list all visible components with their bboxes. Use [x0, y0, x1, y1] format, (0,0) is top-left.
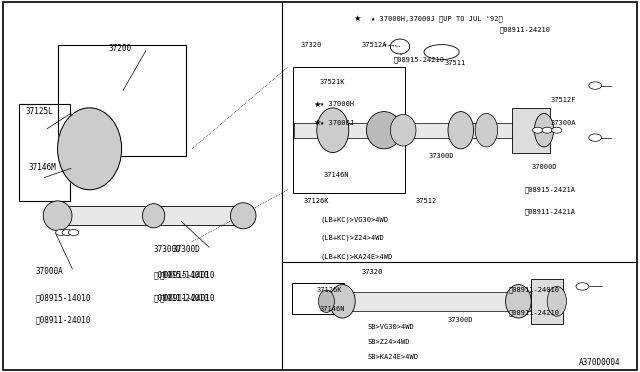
Text: A370D0004: A370D0004 [579, 358, 621, 367]
Text: 37300D: 37300D [173, 245, 200, 254]
Text: ★: ★ [353, 14, 361, 23]
Ellipse shape [330, 285, 355, 318]
Text: ⓝ08911-24210: ⓝ08911-24210 [509, 309, 560, 316]
Text: 37200: 37200 [109, 44, 132, 53]
Bar [58, 206, 250, 225]
Bar [19, 104, 70, 201]
Bar [512, 108, 550, 153]
Text: 37146M: 37146M [29, 163, 56, 172]
Text: 37146N: 37146N [323, 172, 349, 178]
Text: SB>KA24E>4WD: SB>KA24E>4WD [368, 354, 419, 360]
Text: ⓝ08911-24010: ⓝ08911-24010 [160, 293, 216, 302]
Bar [293, 67, 405, 193]
Text: 37126K: 37126K [304, 198, 330, 204]
Text: 37000A: 37000A [35, 267, 63, 276]
Text: ⓝ08911-24210: ⓝ08911-24210 [499, 26, 550, 33]
Text: (LB+KC)>Z24>4WD: (LB+KC)>Z24>4WD [320, 235, 384, 241]
Circle shape [532, 127, 543, 133]
Text: 37512A: 37512A [362, 42, 387, 48]
Ellipse shape [230, 203, 256, 229]
Text: 37512: 37512 [416, 198, 437, 204]
Circle shape [589, 134, 602, 141]
Text: ⓜ08915-24210: ⓜ08915-24210 [394, 56, 445, 63]
Ellipse shape [143, 204, 165, 228]
Text: ⓜ08911-24010: ⓜ08911-24010 [509, 287, 560, 294]
Ellipse shape [534, 113, 554, 147]
Text: ⓜ08915-2421A: ⓜ08915-2421A [525, 186, 576, 193]
Ellipse shape [475, 113, 498, 147]
Text: 37300D: 37300D [429, 153, 454, 159]
Text: 37300A: 37300A [550, 120, 576, 126]
Text: 37320: 37320 [301, 42, 322, 48]
Text: ⓝ08911-24010: ⓝ08911-24010 [35, 315, 91, 324]
Ellipse shape [58, 108, 122, 190]
Text: ⓝ08911-2421A: ⓝ08911-2421A [525, 209, 576, 215]
Text: ⓝ08911-24010: ⓝ08911-24010 [154, 293, 209, 302]
Circle shape [589, 82, 602, 89]
Text: ★: ★ [314, 118, 321, 127]
Text: 37000D: 37000D [531, 164, 557, 170]
Bar [292, 283, 344, 314]
Text: ⓜ08915-14010: ⓜ08915-14010 [160, 271, 216, 280]
Ellipse shape [319, 290, 334, 312]
Text: (LB+KC)>KA24E>4WD: (LB+KC)>KA24E>4WD [320, 253, 392, 260]
Bar [58, 45, 186, 156]
Circle shape [576, 283, 589, 290]
Circle shape [542, 127, 552, 133]
Text: ★: ★ [314, 100, 321, 109]
Ellipse shape [390, 115, 416, 146]
Ellipse shape [366, 112, 402, 149]
Text: ★ 37000J: ★ 37000J [320, 120, 354, 126]
Ellipse shape [547, 286, 566, 316]
Text: ★ 37000H,37000J 〈UP TO JUL '92〉: ★ 37000H,37000J 〈UP TO JUL '92〉 [371, 15, 503, 22]
Text: 37146N: 37146N [320, 306, 346, 312]
Ellipse shape [448, 112, 474, 149]
Text: 37300D: 37300D [448, 317, 474, 323]
Bar [294, 123, 550, 138]
Circle shape [552, 127, 562, 133]
Text: 37126K: 37126K [317, 287, 342, 293]
Text: 37125L: 37125L [26, 107, 53, 116]
Circle shape [56, 230, 66, 235]
Text: ⓜ08915-14010: ⓜ08915-14010 [154, 271, 209, 280]
Bar [339, 292, 531, 311]
Text: 37512F: 37512F [550, 97, 576, 103]
Ellipse shape [43, 201, 72, 231]
Text: ★ 37000H: ★ 37000H [320, 101, 354, 107]
Text: SB>Z24>4WD: SB>Z24>4WD [368, 339, 410, 345]
Text: 37300D: 37300D [154, 245, 181, 254]
Circle shape [68, 230, 79, 235]
Bar [531, 279, 563, 324]
Text: 37320: 37320 [362, 269, 383, 275]
Text: (LB+KC)>VG30>4WD: (LB+KC)>VG30>4WD [320, 216, 388, 223]
Circle shape [62, 230, 72, 235]
Text: SB>VG30>4WD: SB>VG30>4WD [368, 324, 415, 330]
Text: 37521K: 37521K [320, 79, 346, 85]
Text: ⓜ08915-14010: ⓜ08915-14010 [35, 293, 91, 302]
Text: 37511: 37511 [445, 60, 466, 66]
Ellipse shape [506, 285, 531, 318]
Ellipse shape [317, 108, 349, 153]
